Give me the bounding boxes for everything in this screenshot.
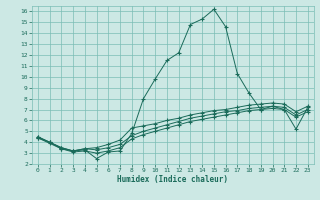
X-axis label: Humidex (Indice chaleur): Humidex (Indice chaleur) (117, 175, 228, 184)
